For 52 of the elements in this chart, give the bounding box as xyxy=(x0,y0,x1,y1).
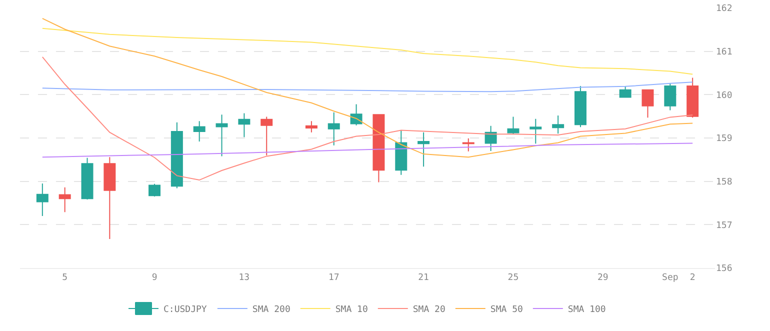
legend-label: SMA 100 xyxy=(568,305,606,316)
y-tick-label: 159 xyxy=(716,134,732,144)
x-tick-label: 17 xyxy=(328,272,340,283)
candlestick xyxy=(238,112,250,138)
candlestick xyxy=(305,120,318,133)
candlestick xyxy=(530,118,542,144)
candlestick xyxy=(642,89,654,118)
candlestick xyxy=(686,77,699,118)
line-series xyxy=(42,142,694,158)
x-tick-label: 5 xyxy=(62,272,68,283)
y-tick-label: 162 xyxy=(716,4,732,14)
candlestick xyxy=(216,114,228,157)
candlestick xyxy=(574,86,586,128)
line-series xyxy=(42,28,694,75)
candlestick xyxy=(148,183,161,197)
line-series xyxy=(42,56,694,181)
candlestick xyxy=(552,114,564,134)
x-tick-label: 13 xyxy=(238,272,250,283)
y-tick-label: 158 xyxy=(716,177,732,188)
legend-label: SMA 200 xyxy=(252,305,290,316)
x-tick-label: 9 xyxy=(152,272,158,283)
line-series xyxy=(42,82,694,92)
line-series xyxy=(42,18,694,158)
y-tick-label: 160 xyxy=(716,90,732,101)
candlestick xyxy=(418,132,430,168)
legend-label: SMA 20 xyxy=(412,305,446,316)
candlestick xyxy=(328,112,340,146)
candlestick xyxy=(619,86,632,98)
legend-label: SMA 10 xyxy=(335,305,368,316)
candlestick xyxy=(507,116,520,136)
candlestick xyxy=(36,183,48,216)
y-tick-label: 156 xyxy=(716,264,732,274)
y-tick-label: 157 xyxy=(716,220,732,231)
x-tick-label: 29 xyxy=(597,272,608,283)
y-tick-label: 161 xyxy=(716,47,732,58)
x-tick-label: 2 xyxy=(690,272,696,283)
candlestick xyxy=(58,186,71,213)
legend-label: SMA 50 xyxy=(490,305,523,316)
candlestick xyxy=(372,114,385,183)
candlestick xyxy=(260,116,273,156)
candlestick xyxy=(664,82,676,111)
candlestick xyxy=(193,120,206,142)
candlestick xyxy=(484,125,497,152)
x-tick-label: 21 xyxy=(418,272,429,283)
candlestick xyxy=(350,104,362,126)
candlestick xyxy=(104,156,116,240)
candlestick xyxy=(170,122,183,189)
legend-label: C:USDJPY xyxy=(164,305,208,316)
candlestick xyxy=(81,157,94,200)
x-tick-label: 25 xyxy=(508,272,519,283)
candlestick xyxy=(395,130,408,176)
x-tick-label: Sep xyxy=(662,272,678,283)
